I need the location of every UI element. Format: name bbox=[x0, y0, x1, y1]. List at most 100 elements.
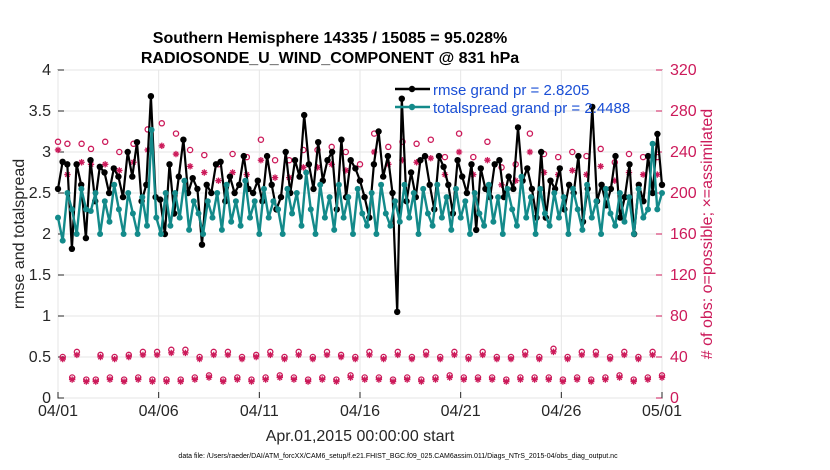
obs-assimilated-marker bbox=[234, 376, 241, 383]
obs-assimilated-marker bbox=[163, 378, 170, 385]
obs-assimilated-marker bbox=[182, 349, 189, 357]
spread-marker bbox=[584, 181, 591, 188]
obs-assimilated-marker bbox=[295, 351, 302, 359]
obs-assimilated-marker bbox=[366, 351, 373, 359]
obs-assimilated-marker bbox=[493, 355, 501, 363]
x-tick-label: 04/21 bbox=[441, 403, 481, 420]
obs-assimilated-marker bbox=[352, 355, 359, 363]
spread-marker bbox=[92, 190, 99, 196]
obs-possible-marker bbox=[229, 150, 236, 158]
spread-line bbox=[56, 128, 664, 242]
obs-possible-marker bbox=[569, 148, 576, 156]
x-axis-label: Apr.01,2015 00:00:00 start bbox=[266, 428, 455, 445]
obs-assimilated-marker bbox=[252, 353, 260, 361]
spread-marker bbox=[265, 214, 272, 221]
y2-tick-label: 120 bbox=[670, 267, 697, 284]
rmse-marker bbox=[575, 152, 582, 160]
spread-marker bbox=[556, 214, 562, 221]
obs-assimilated-marker bbox=[569, 167, 576, 174]
obs-assimilated-marker bbox=[116, 167, 123, 174]
rmse-marker bbox=[435, 152, 443, 160]
spread-marker bbox=[481, 222, 488, 229]
spread-marker bbox=[537, 185, 544, 192]
rmse-marker bbox=[421, 152, 429, 160]
rmse-marker bbox=[73, 161, 80, 168]
spread-marker bbox=[401, 181, 408, 188]
rmse-marker bbox=[370, 161, 378, 168]
spread-marker bbox=[83, 206, 90, 213]
spread-marker bbox=[251, 198, 258, 205]
y-tick-label: 3.5 bbox=[29, 103, 51, 120]
y2-axis-label: # of obs: o=possible; ×=assimilated bbox=[699, 109, 716, 359]
obs-assimilated-marker bbox=[314, 164, 321, 171]
spread-marker bbox=[87, 208, 94, 214]
obs-assimilated-marker bbox=[342, 167, 350, 174]
obs-assimilated-marker bbox=[168, 349, 175, 357]
obs-possible-marker bbox=[257, 136, 265, 143]
spread-marker bbox=[144, 222, 150, 229]
rmse-marker bbox=[496, 157, 503, 164]
obs-assimilated-marker bbox=[248, 378, 255, 385]
rmse-marker bbox=[133, 139, 141, 146]
legend: rmse grand pr = 2.8205 totalspread grand… bbox=[395, 82, 630, 117]
spread-marker bbox=[565, 231, 572, 237]
obs-assimilated-marker bbox=[191, 376, 199, 383]
spread-marker bbox=[55, 214, 61, 221]
obs-assimilated-marker bbox=[238, 355, 246, 363]
spread-marker bbox=[574, 206, 581, 213]
rmse-marker bbox=[175, 173, 182, 180]
rmse-marker bbox=[301, 111, 308, 119]
spread-marker bbox=[237, 222, 244, 229]
obs-assimilated-marker bbox=[465, 355, 472, 363]
spread-marker bbox=[148, 126, 155, 133]
obs-assimilated-marker bbox=[602, 376, 609, 383]
obs-assimilated-marker bbox=[432, 376, 439, 383]
spread-marker bbox=[153, 214, 160, 221]
obs-assimilated-marker bbox=[389, 378, 397, 385]
obs-assimilated-marker bbox=[106, 376, 114, 383]
rmse-marker bbox=[473, 226, 480, 234]
obs-assimilated-marker bbox=[455, 148, 463, 156]
y-axis-ticks: 0 0.5 1 1.5 2 2.5 3 3.5 4 bbox=[29, 62, 64, 407]
y-tick-label: 4 bbox=[42, 62, 51, 79]
obs-assimilated-marker bbox=[578, 351, 585, 359]
rmse-marker bbox=[240, 152, 247, 160]
rmse-marker bbox=[375, 128, 382, 135]
obs-assimilated-marker bbox=[149, 378, 156, 385]
rmse-marker bbox=[361, 193, 368, 201]
rmse-marker bbox=[82, 234, 90, 242]
spread-marker bbox=[359, 210, 366, 217]
spread-marker bbox=[560, 194, 567, 201]
obs-possible-marker bbox=[597, 145, 604, 153]
obs-assimilated-marker bbox=[73, 351, 81, 359]
spread-marker bbox=[298, 222, 305, 229]
obs-assimilated-marker bbox=[588, 378, 595, 385]
chart-subtitle: RADIOSONDE_U_WIND_COMPONENT @ 831 hPa bbox=[141, 50, 519, 67]
rmse-marker bbox=[477, 165, 484, 172]
obs-assimilated-marker bbox=[219, 378, 227, 385]
obs-assimilated-marker bbox=[521, 351, 529, 359]
obs-assimilated-marker bbox=[215, 177, 222, 184]
spread-marker bbox=[326, 194, 333, 201]
obs-assimilated-marker bbox=[323, 351, 331, 359]
rmse-marker bbox=[607, 185, 615, 193]
spread-marker bbox=[485, 181, 492, 188]
rmse-marker bbox=[398, 95, 405, 102]
obs-assimilated-marker bbox=[630, 378, 637, 385]
spread-marker bbox=[513, 222, 520, 229]
y2-tick-label: 200 bbox=[670, 185, 697, 202]
obs-assimilated-marker bbox=[531, 376, 538, 383]
spread-marker bbox=[59, 237, 66, 244]
spread-marker bbox=[598, 231, 605, 237]
spread-marker bbox=[172, 190, 179, 196]
legend-rmse-marker bbox=[408, 85, 416, 93]
spread-marker bbox=[424, 210, 431, 217]
obs-assimilated-marker bbox=[635, 355, 642, 363]
obs-assimilated-marker bbox=[361, 376, 368, 383]
obs-possible-marker bbox=[455, 130, 463, 137]
obs-assimilated-marker bbox=[503, 378, 510, 385]
spread-marker bbox=[69, 206, 75, 213]
obs-possible-marker bbox=[484, 138, 491, 146]
spread-marker bbox=[350, 231, 356, 237]
spread-marker bbox=[490, 218, 497, 225]
